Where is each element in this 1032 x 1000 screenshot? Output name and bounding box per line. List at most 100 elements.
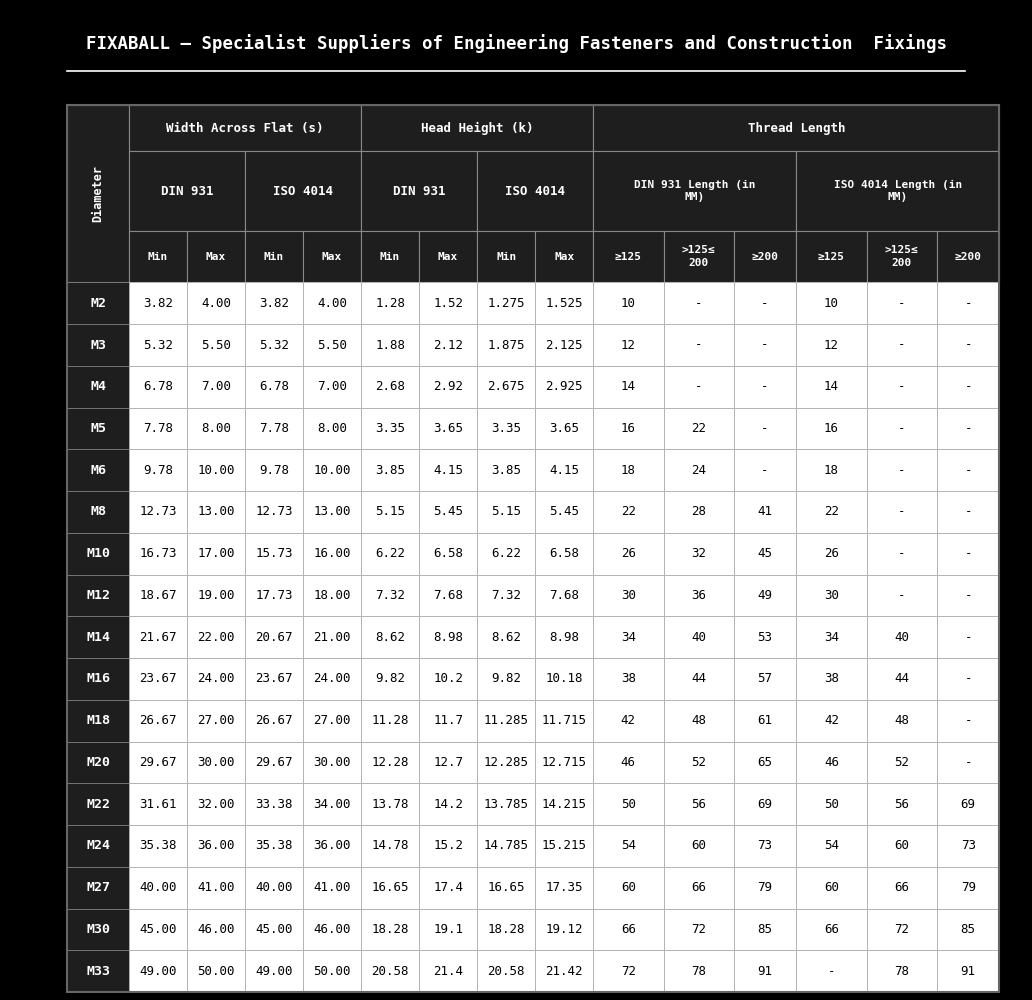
Text: 78: 78 — [691, 965, 706, 978]
Text: 30.00: 30.00 — [314, 756, 351, 769]
Text: 18: 18 — [621, 464, 636, 477]
Text: M6: M6 — [90, 464, 106, 477]
Text: 5.15: 5.15 — [491, 505, 521, 518]
Bar — [303, 449, 361, 491]
Text: -: - — [965, 422, 972, 435]
Text: Width Across Flat (s): Width Across Flat (s) — [166, 122, 324, 135]
Bar — [867, 616, 937, 658]
Text: -: - — [695, 380, 703, 393]
Text: 22: 22 — [691, 422, 706, 435]
Bar — [867, 449, 937, 491]
Text: 9.82: 9.82 — [491, 672, 521, 685]
Text: 1.88: 1.88 — [375, 339, 405, 352]
Text: 23.67: 23.67 — [139, 672, 176, 685]
Bar — [664, 533, 734, 575]
Bar — [67, 282, 129, 324]
Text: 7.00: 7.00 — [317, 380, 347, 393]
Text: 21.4: 21.4 — [433, 965, 463, 978]
Text: Min: Min — [264, 252, 284, 262]
Bar — [477, 950, 536, 992]
Bar — [129, 449, 187, 491]
Bar — [797, 658, 867, 700]
Bar — [477, 742, 536, 783]
Bar — [129, 825, 187, 867]
Text: DIN 931: DIN 931 — [393, 185, 446, 198]
Bar — [129, 491, 187, 533]
Bar — [867, 742, 937, 783]
Text: -: - — [965, 589, 972, 602]
Bar — [593, 408, 664, 449]
Text: 46.00: 46.00 — [197, 923, 234, 936]
Bar — [477, 491, 536, 533]
Text: >125≤
200: >125≤ 200 — [884, 245, 918, 268]
Text: -: - — [965, 339, 972, 352]
Bar — [867, 658, 937, 700]
Text: 34: 34 — [621, 631, 636, 644]
Bar — [937, 658, 999, 700]
Text: 41.00: 41.00 — [197, 881, 234, 894]
Text: 9.78: 9.78 — [259, 464, 289, 477]
Bar — [937, 324, 999, 366]
Bar — [867, 533, 937, 575]
Text: 48: 48 — [691, 714, 706, 727]
Bar — [477, 867, 536, 909]
Text: 61: 61 — [757, 714, 773, 727]
Text: 21.42: 21.42 — [546, 965, 583, 978]
Text: 27.00: 27.00 — [314, 714, 351, 727]
Bar — [67, 105, 129, 282]
Text: 53: 53 — [757, 631, 773, 644]
Bar — [593, 867, 664, 909]
Text: -: - — [965, 297, 972, 310]
Text: -: - — [828, 965, 835, 978]
Text: 22: 22 — [621, 505, 636, 518]
Bar — [129, 616, 187, 658]
Text: 46: 46 — [621, 756, 636, 769]
Text: 66: 66 — [895, 881, 909, 894]
Text: 36.00: 36.00 — [314, 839, 351, 852]
Bar — [361, 616, 419, 658]
Bar — [797, 575, 867, 616]
Text: 7.78: 7.78 — [259, 422, 289, 435]
Bar — [303, 324, 361, 366]
Text: 8.98: 8.98 — [433, 631, 463, 644]
Bar — [361, 742, 419, 783]
Text: 14.215: 14.215 — [542, 798, 586, 811]
Text: 38: 38 — [824, 672, 839, 685]
Bar — [245, 783, 303, 825]
Text: 14.785: 14.785 — [484, 839, 528, 852]
Text: 3.35: 3.35 — [375, 422, 405, 435]
Text: DIN 931 Length (in
MM): DIN 931 Length (in MM) — [634, 180, 755, 202]
Bar — [129, 408, 187, 449]
Bar — [419, 408, 477, 449]
Text: 5.50: 5.50 — [201, 339, 231, 352]
Text: 20.67: 20.67 — [255, 631, 293, 644]
Text: -: - — [965, 505, 972, 518]
Bar — [937, 950, 999, 992]
Text: 4.00: 4.00 — [317, 297, 347, 310]
Bar — [303, 700, 361, 742]
Bar — [129, 533, 187, 575]
Text: 14: 14 — [621, 380, 636, 393]
Bar — [593, 449, 664, 491]
Text: Diameter: Diameter — [92, 165, 104, 222]
Bar — [867, 324, 937, 366]
Text: 3.85: 3.85 — [375, 464, 405, 477]
Bar — [536, 867, 593, 909]
Text: 49: 49 — [757, 589, 773, 602]
Text: 69: 69 — [961, 798, 975, 811]
Text: 29.67: 29.67 — [139, 756, 176, 769]
Text: 9.82: 9.82 — [375, 672, 405, 685]
Bar — [477, 282, 536, 324]
Bar — [129, 282, 187, 324]
Bar — [937, 491, 999, 533]
Text: 8.98: 8.98 — [549, 631, 579, 644]
Text: 13.00: 13.00 — [314, 505, 351, 518]
Bar — [867, 408, 937, 449]
Bar — [937, 533, 999, 575]
Bar — [419, 282, 477, 324]
Bar — [734, 867, 797, 909]
Bar — [245, 700, 303, 742]
Text: Max: Max — [438, 252, 458, 262]
Text: ISO 4014: ISO 4014 — [273, 185, 333, 198]
Text: 18: 18 — [824, 464, 839, 477]
